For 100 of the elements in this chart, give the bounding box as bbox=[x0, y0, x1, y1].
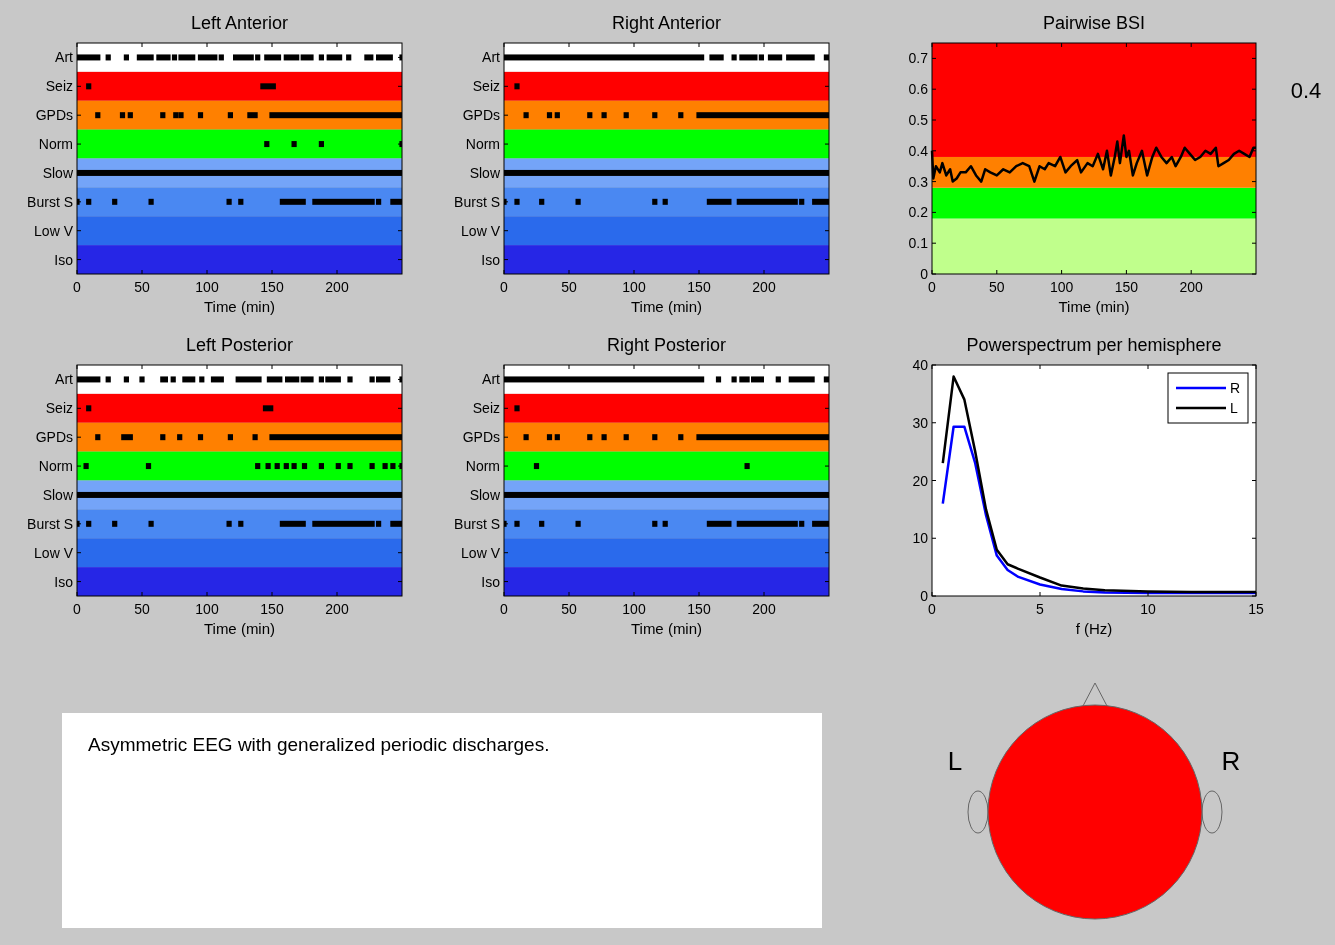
y-tick-label: Seiz bbox=[472, 78, 500, 95]
bar bbox=[533, 463, 540, 470]
y-tick-label: Norm bbox=[465, 136, 500, 153]
bar bbox=[226, 198, 232, 205]
x-tick-label: 150 bbox=[260, 601, 284, 617]
bar bbox=[105, 376, 111, 383]
bar bbox=[170, 376, 176, 383]
bar bbox=[775, 376, 781, 383]
y-tick-label: 0.7 bbox=[908, 50, 929, 67]
bar bbox=[706, 198, 732, 205]
x-tick-label: 200 bbox=[325, 279, 349, 295]
bar bbox=[77, 451, 402, 481]
y-tick-label: 30 bbox=[912, 414, 929, 431]
y-tick-label: Iso bbox=[481, 251, 501, 268]
y-tick-label: 0 bbox=[920, 266, 929, 282]
bar bbox=[514, 198, 520, 205]
x-axis-title: f (Hz) bbox=[1075, 620, 1113, 637]
y-tick-label: Burst S bbox=[27, 193, 73, 210]
bar bbox=[238, 198, 244, 205]
bar bbox=[514, 405, 520, 412]
y-tick-label: GPDs bbox=[462, 107, 500, 124]
bar bbox=[539, 520, 545, 527]
y-tick-label: 20 bbox=[912, 472, 929, 489]
x-axis-title: Time (min) bbox=[630, 620, 703, 637]
legend-label: L bbox=[1230, 400, 1238, 416]
bar bbox=[260, 83, 276, 90]
bar bbox=[347, 463, 353, 470]
chart-title: Left Posterior bbox=[185, 335, 294, 355]
bar bbox=[145, 463, 152, 470]
bar bbox=[112, 198, 118, 205]
bar bbox=[148, 520, 154, 527]
bar bbox=[587, 112, 593, 119]
bar bbox=[86, 83, 92, 90]
text: R bbox=[1221, 746, 1241, 776]
bar bbox=[575, 198, 581, 205]
bar bbox=[77, 567, 402, 596]
bar bbox=[279, 520, 306, 527]
bar bbox=[731, 54, 737, 61]
bar bbox=[148, 198, 154, 205]
bar bbox=[255, 463, 261, 470]
bar bbox=[77, 187, 402, 217]
bar bbox=[160, 434, 166, 441]
bar bbox=[264, 141, 270, 148]
y-tick-label: Slow bbox=[42, 486, 74, 503]
y-tick-label: Low V bbox=[34, 222, 74, 239]
x-tick-label: 15 bbox=[1248, 601, 1264, 617]
bar bbox=[285, 376, 300, 383]
bar bbox=[554, 112, 560, 119]
y-tick-label: Seiz bbox=[45, 400, 73, 417]
bar bbox=[523, 112, 529, 119]
bar bbox=[121, 434, 133, 441]
y-tick-label: GPDs bbox=[462, 429, 500, 446]
bar bbox=[767, 54, 783, 61]
bar bbox=[514, 83, 520, 90]
y-tick-label: 0 bbox=[920, 588, 929, 604]
x-axis-title: Time (min) bbox=[630, 298, 703, 315]
x-axis-title: Time (min) bbox=[1058, 298, 1130, 315]
y-tick-label: Burst S bbox=[27, 515, 73, 532]
x-tick-label: 50 bbox=[134, 279, 150, 295]
bar bbox=[390, 463, 396, 470]
y-tick-label: GPDs bbox=[35, 429, 73, 446]
bar bbox=[623, 112, 629, 119]
bar bbox=[601, 112, 607, 119]
bar bbox=[227, 434, 233, 441]
bar bbox=[587, 434, 593, 441]
bar bbox=[86, 405, 92, 412]
y-tick-label: Slow bbox=[42, 164, 74, 181]
bar bbox=[77, 245, 402, 274]
bar bbox=[112, 520, 118, 527]
x-tick-label: 150 bbox=[260, 279, 284, 295]
bar bbox=[139, 376, 145, 383]
bar bbox=[652, 520, 658, 527]
bar bbox=[347, 376, 353, 383]
bar bbox=[226, 520, 232, 527]
bar bbox=[238, 520, 244, 527]
bar bbox=[601, 434, 607, 441]
y-tick-label: 40 bbox=[912, 357, 929, 373]
y-tick-label: Iso bbox=[481, 573, 501, 590]
y-tick-label: GPDs bbox=[35, 107, 73, 124]
bar bbox=[301, 463, 308, 470]
bar bbox=[504, 393, 829, 423]
bar bbox=[318, 463, 324, 470]
x-tick-label: 100 bbox=[195, 279, 219, 295]
bar bbox=[364, 54, 374, 61]
x-tick-label: 10 bbox=[1140, 601, 1156, 617]
bar bbox=[197, 434, 204, 441]
x-tick-label: 200 bbox=[325, 601, 349, 617]
bar bbox=[77, 216, 402, 246]
x-tick-label: 100 bbox=[622, 601, 646, 617]
bar bbox=[709, 54, 724, 61]
x-tick-label: 50 bbox=[561, 279, 577, 295]
bar bbox=[539, 198, 545, 205]
x-tick-label: 50 bbox=[134, 601, 150, 617]
x-axis-title: Time (min) bbox=[203, 620, 276, 637]
bar bbox=[160, 112, 166, 119]
bar bbox=[266, 376, 283, 383]
y-tick-label: Seiz bbox=[45, 78, 73, 95]
text: L bbox=[947, 746, 963, 776]
bar bbox=[262, 405, 274, 412]
bar bbox=[105, 54, 111, 61]
